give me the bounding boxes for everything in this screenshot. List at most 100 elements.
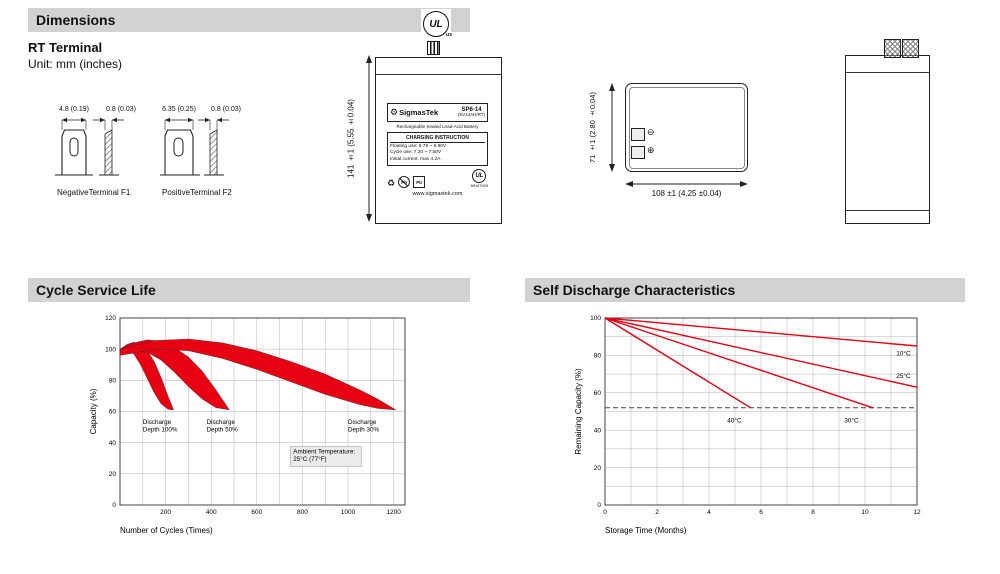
negative-terminal-label: NegativeTerminal F1 xyxy=(57,188,131,197)
charging-line: Initial current: max 4.2A xyxy=(390,156,441,162)
chart-text: 40°C xyxy=(727,417,742,425)
cover-seam-line xyxy=(846,72,929,73)
brand-logo-box: ⚙ SigmasTek SP6-14 (6V14AH/RT) xyxy=(387,103,488,122)
brand-name: SigmasTek xyxy=(399,108,439,117)
chart-text: Depth 100% xyxy=(143,426,178,433)
self-discharge-title: Self Discharge Characteristics xyxy=(533,282,736,298)
dim-line-top-depth xyxy=(609,83,615,172)
chart-text: 12 xyxy=(913,509,921,516)
cover-seam-line xyxy=(376,74,501,75)
chart-text: Depth 50% xyxy=(207,426,239,433)
chart-text: 4 xyxy=(707,509,711,516)
chart-text: 800 xyxy=(297,509,308,516)
chart-rect xyxy=(290,446,362,467)
model-block: SP6-14 (6V14AH/RT) xyxy=(458,107,485,118)
chart-text: 25°C (77°F) xyxy=(293,455,326,463)
chart-text: 80 xyxy=(594,353,602,360)
ul-mark-icon: UL us xyxy=(423,11,452,38)
chart-text: Discharge xyxy=(207,419,236,426)
chart-text: 8 xyxy=(811,509,815,516)
charging-line: Cycle use: 7.20 ~ 7.50V xyxy=(390,150,442,156)
chart-text: Discharge xyxy=(348,419,377,426)
charging-line: Floating use: 6.75 ~ 6.90V xyxy=(390,144,447,149)
chart-text: 1000 xyxy=(341,509,356,516)
pb-text: Pb xyxy=(416,179,422,185)
chart-text: 20 xyxy=(594,465,602,472)
negative-terminal-figure: 4.8 (0.19) 0.8 (0.03) NegativeTerminal F… xyxy=(55,106,205,206)
pb-crossed-icon: Pb xyxy=(398,176,411,189)
plus-symbol: ⊕ xyxy=(647,145,655,155)
ul-small-icon: UL xyxy=(472,169,487,184)
chart-text: 400 xyxy=(206,509,217,516)
dim-label-top-depth: 71 ±1 (2.80 ±0.04) xyxy=(588,92,597,163)
positive-terminal-figure: 6.35 (0.25) 0.8 (0.03) PositiveTerminal … xyxy=(160,106,310,206)
dim-label-top-width: 108 ±1 (4.25 ±0.04) xyxy=(651,189,722,198)
self-discharge-section-header: Self Discharge Characteristics xyxy=(525,278,965,302)
chart-text: Storage Time (Months) xyxy=(605,526,687,535)
dim-label-terminal-thickness: 0.8 (0.03) xyxy=(211,106,241,113)
chart-rect xyxy=(119,317,406,506)
chart-text: 60 xyxy=(594,390,602,397)
dimensions-title: Dimensions xyxy=(36,12,116,28)
chart-text: 120 xyxy=(105,315,116,322)
cycle-life-section-header: Cycle Service Life xyxy=(28,278,470,302)
positive-terminal-top xyxy=(631,146,645,159)
chart-text: Discharge xyxy=(143,419,172,426)
chart-text: 30°C xyxy=(844,417,859,425)
chart-polyline xyxy=(604,317,918,388)
self-discharge-chart: 0 2 4 6 8 10 12 0 20 40 60 80 100 Storage Time (Month… xyxy=(560,310,932,540)
chart-text: 25°C xyxy=(896,372,911,380)
battery-subtitle: Rechargeable Sealed Lead-Acid Battery xyxy=(396,124,479,129)
dim-line-front-height xyxy=(366,55,372,222)
chart-text: 100 xyxy=(105,346,116,353)
self-discharge-chart-canvas: 0 2 4 6 8 10 12 0 20 40 60 80 100 Storage Time (Month… xyxy=(574,315,921,535)
chart-text: 200 xyxy=(160,509,171,516)
negative-terminal-top xyxy=(631,128,645,141)
battery-side-view xyxy=(845,39,930,224)
chart-text: 10 xyxy=(861,509,869,516)
chart-text: 40 xyxy=(594,427,602,434)
chart-text: 0 xyxy=(603,509,607,516)
chart-polyline xyxy=(604,317,918,347)
cert-mark-icon xyxy=(427,41,440,55)
base-seam-line xyxy=(846,210,929,211)
chart-text: 10°C xyxy=(896,349,911,357)
dim-line-top-width xyxy=(625,181,748,187)
charging-instruction-box: CHARGING INSTRUCTION Floating use: 6.75 … xyxy=(387,132,488,167)
chart-text: 20 xyxy=(109,471,117,478)
chart-polygon xyxy=(119,338,397,411)
cycle-life-title: Cycle Service Life xyxy=(36,282,156,298)
chart-text: 0 xyxy=(112,502,116,509)
ul-small-text: UL xyxy=(475,173,484,180)
chart-text: 0 xyxy=(597,502,601,509)
chart-text: 100 xyxy=(590,315,601,322)
ul-text: UL xyxy=(429,18,443,30)
rt-terminal-title: RT Terminal xyxy=(28,40,103,55)
pb-box-icon: Pb xyxy=(413,176,426,189)
cycle-service-life-chart: 200 400 600 800 1000 1200 0 20 40 60 80 100 120 Numbe… xyxy=(88,310,418,540)
recycle-icon: ♻ xyxy=(387,178,396,189)
ul-small-mark: UL MH47929 xyxy=(471,169,488,188)
dim-label-terminal-thickness: 0.8 (0.03) xyxy=(106,106,136,113)
chart-text: Depth 30% xyxy=(348,426,380,433)
dim-label-terminal-width: 4.8 (0.19) xyxy=(59,106,89,113)
chart-text: Remaining Capacity (%) xyxy=(574,368,583,455)
cycle-service-life-chart-canvas: 200 400 600 800 1000 1200 0 20 40 60 80 100 120 Numbe… xyxy=(89,315,406,535)
charging-title: CHARGING INSTRUCTION xyxy=(390,135,485,143)
dim-label-front-height: 141 ±1 (5.55 ±0.04) xyxy=(346,99,356,178)
chart-polyline xyxy=(604,317,751,409)
minus-symbol: ⊖ xyxy=(647,127,655,137)
terminal-side-1 xyxy=(884,39,901,58)
terminal-side-2 xyxy=(902,39,919,58)
chart-text: Capacity (%) xyxy=(89,388,98,434)
chart-text: 600 xyxy=(251,509,262,516)
label-icons-row: ♻ Pb Pb UL MH47929 xyxy=(387,169,488,189)
battery-top-inner-line xyxy=(628,86,745,169)
model-spec: (6V14AH/RT) xyxy=(458,112,485,118)
chart-text: Number of Cycles (Times) xyxy=(120,526,213,535)
chart-text: 60 xyxy=(109,409,117,416)
chart-text: 2 xyxy=(655,509,659,516)
gear-icon: ⚙ xyxy=(390,107,399,117)
chart-text: 40 xyxy=(109,440,117,447)
